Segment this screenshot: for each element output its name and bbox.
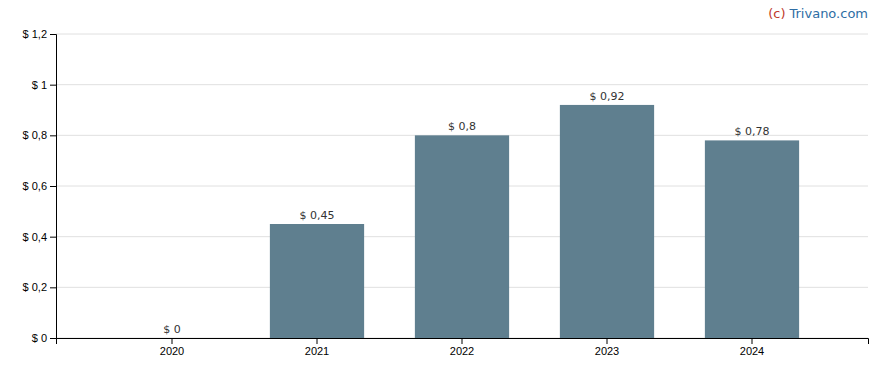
x-tick-mark	[317, 338, 318, 344]
data-label: $ 0,92	[590, 90, 625, 103]
x-tick: 2020	[160, 338, 184, 357]
x-tick: 2023	[595, 338, 619, 357]
y-tick: $ 0,2	[23, 281, 56, 293]
x-tick-label: 2024	[740, 345, 764, 357]
y-tick: $ 1,2	[23, 28, 56, 40]
annotation-part: (c)	[768, 6, 785, 21]
data-label: $ 0,78	[735, 125, 770, 138]
y-tick-mark	[50, 338, 56, 339]
y-tick: $ 0,6	[23, 180, 56, 192]
x-tick: 2022	[450, 338, 474, 357]
y-tick-label: $ 0,8	[23, 129, 47, 141]
annotation: (c)Trivano.com	[768, 6, 868, 21]
y-tick-label: $ 0,6	[23, 180, 47, 192]
x-tick: 2024	[740, 338, 764, 357]
y-tick: $ 0	[32, 332, 56, 344]
x-tick-mark	[172, 338, 173, 344]
y-tick: $ 0,8	[23, 129, 56, 141]
x-axis: 2020 2021 2022 2023 2024	[57, 338, 869, 357]
grid-line	[56, 34, 868, 35]
y-tick-label: $ 1,2	[23, 28, 47, 40]
bar	[705, 140, 799, 338]
chart: $ 0$ 0,2$ 0,4$ 0,6$ 0,8$ 1$ 1,2202020212…	[0, 0, 888, 370]
data-label: $ 0,45	[300, 209, 335, 222]
data-labels: $ 0 $ 0,45 $ 0,8 $ 0,92 $ 0,78	[163, 90, 769, 336]
y-tick: $ 0,4	[23, 231, 56, 243]
y-tick-label: $ 0,2	[23, 281, 47, 293]
y-tick-mark	[50, 186, 56, 187]
x-tick-mark	[462, 338, 463, 344]
y-tick-mark	[50, 237, 56, 238]
x-tick-label: 2020	[160, 345, 184, 357]
bars	[270, 105, 799, 338]
x-tick-mark	[752, 338, 753, 344]
y-tick-label: $ 0,4	[23, 231, 47, 243]
x-tick-label: 2021	[305, 345, 329, 357]
y-tick: $ 1	[32, 79, 56, 91]
plot: $ 0$ 0,2$ 0,4$ 0,6$ 0,8$ 1$ 1,2202020212…	[23, 28, 869, 357]
y-tick-label: $ 1	[32, 79, 47, 91]
x-tick-label: 2022	[450, 345, 474, 357]
y-axis-line	[50, 35, 57, 339]
grid-line	[56, 84, 868, 85]
x-tick-label: 2023	[595, 345, 619, 357]
y-tick-mark	[50, 34, 56, 35]
x-axis-line	[57, 339, 869, 345]
bar	[270, 224, 364, 338]
bar	[125, 338, 219, 339]
y-axis: $ 0 $ 0,2 $ 0,4 $ 0,6 $ 0,8 $ 1 $ 1,2	[23, 28, 57, 344]
x-tick-mark	[607, 338, 608, 344]
bar	[415, 135, 509, 338]
y-tick-mark	[50, 287, 56, 288]
y-tick-mark	[50, 85, 56, 86]
data-label: $ 0,8	[448, 120, 476, 133]
bar	[560, 105, 654, 338]
data-label: $ 0	[163, 323, 181, 336]
annotation-part: Trivano.com	[788, 6, 868, 21]
y-tick-mark	[50, 135, 56, 136]
y-tick-label: $ 0	[32, 332, 47, 344]
grid	[56, 34, 868, 338]
x-tick: 2021	[305, 338, 329, 357]
